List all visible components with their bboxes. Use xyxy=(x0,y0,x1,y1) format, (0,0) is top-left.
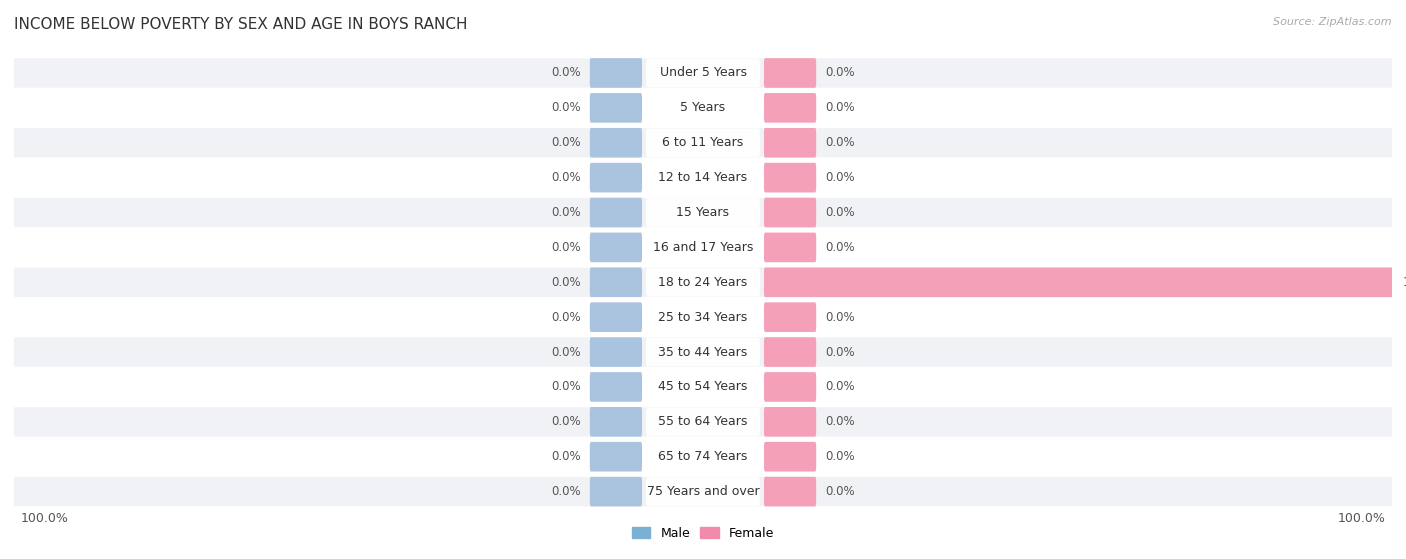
Text: 0.0%: 0.0% xyxy=(825,311,855,324)
Text: 0.0%: 0.0% xyxy=(551,136,581,149)
FancyBboxPatch shape xyxy=(589,93,643,122)
FancyBboxPatch shape xyxy=(647,338,759,366)
Text: 0.0%: 0.0% xyxy=(551,345,581,358)
Text: 16 and 17 Years: 16 and 17 Years xyxy=(652,241,754,254)
FancyBboxPatch shape xyxy=(647,268,759,297)
FancyBboxPatch shape xyxy=(763,163,817,192)
FancyBboxPatch shape xyxy=(763,198,817,228)
Text: 0.0%: 0.0% xyxy=(825,206,855,219)
FancyBboxPatch shape xyxy=(647,233,759,262)
FancyBboxPatch shape xyxy=(763,267,1393,297)
FancyBboxPatch shape xyxy=(647,59,759,87)
Text: 0.0%: 0.0% xyxy=(551,171,581,184)
Text: 100.0%: 100.0% xyxy=(1337,512,1385,525)
FancyBboxPatch shape xyxy=(14,58,1392,88)
Text: 0.0%: 0.0% xyxy=(825,381,855,394)
FancyBboxPatch shape xyxy=(763,58,817,88)
FancyBboxPatch shape xyxy=(763,128,817,158)
Text: 0.0%: 0.0% xyxy=(551,67,581,79)
FancyBboxPatch shape xyxy=(14,302,1392,332)
FancyBboxPatch shape xyxy=(647,198,759,227)
FancyBboxPatch shape xyxy=(589,58,643,88)
FancyBboxPatch shape xyxy=(14,442,1392,471)
FancyBboxPatch shape xyxy=(14,268,1392,297)
Text: 25 to 34 Years: 25 to 34 Years xyxy=(658,311,748,324)
FancyBboxPatch shape xyxy=(647,163,759,192)
FancyBboxPatch shape xyxy=(647,442,759,471)
FancyBboxPatch shape xyxy=(763,337,817,367)
FancyBboxPatch shape xyxy=(14,233,1392,262)
Text: 65 to 74 Years: 65 to 74 Years xyxy=(658,450,748,463)
Text: 0.0%: 0.0% xyxy=(551,241,581,254)
Legend: Male, Female: Male, Female xyxy=(627,522,779,545)
FancyBboxPatch shape xyxy=(589,302,643,332)
FancyBboxPatch shape xyxy=(647,303,759,331)
FancyBboxPatch shape xyxy=(763,93,817,122)
FancyBboxPatch shape xyxy=(14,163,1392,192)
Text: 0.0%: 0.0% xyxy=(825,101,855,115)
FancyBboxPatch shape xyxy=(647,93,759,122)
Text: 0.0%: 0.0% xyxy=(551,311,581,324)
Text: 75 Years and over: 75 Years and over xyxy=(647,485,759,498)
FancyBboxPatch shape xyxy=(589,372,643,402)
Text: 45 to 54 Years: 45 to 54 Years xyxy=(658,381,748,394)
Text: 0.0%: 0.0% xyxy=(825,485,855,498)
FancyBboxPatch shape xyxy=(589,128,643,158)
Text: 0.0%: 0.0% xyxy=(551,381,581,394)
Text: 0.0%: 0.0% xyxy=(825,450,855,463)
FancyBboxPatch shape xyxy=(589,163,643,192)
FancyBboxPatch shape xyxy=(14,93,1392,122)
Text: 0.0%: 0.0% xyxy=(551,485,581,498)
Text: 0.0%: 0.0% xyxy=(825,171,855,184)
Text: Under 5 Years: Under 5 Years xyxy=(659,67,747,79)
FancyBboxPatch shape xyxy=(763,477,817,506)
Text: 0.0%: 0.0% xyxy=(551,450,581,463)
FancyBboxPatch shape xyxy=(647,129,759,157)
FancyBboxPatch shape xyxy=(589,477,643,506)
Text: 55 to 64 Years: 55 to 64 Years xyxy=(658,415,748,428)
Text: 100.0%: 100.0% xyxy=(21,512,69,525)
FancyBboxPatch shape xyxy=(14,338,1392,367)
Text: 0.0%: 0.0% xyxy=(825,241,855,254)
FancyBboxPatch shape xyxy=(647,477,759,506)
Text: 0.0%: 0.0% xyxy=(551,415,581,428)
Text: 0.0%: 0.0% xyxy=(825,415,855,428)
Text: 0.0%: 0.0% xyxy=(551,206,581,219)
FancyBboxPatch shape xyxy=(763,372,817,402)
Text: 12 to 14 Years: 12 to 14 Years xyxy=(658,171,748,184)
FancyBboxPatch shape xyxy=(763,442,817,472)
FancyBboxPatch shape xyxy=(763,233,817,262)
FancyBboxPatch shape xyxy=(14,198,1392,227)
FancyBboxPatch shape xyxy=(589,198,643,228)
FancyBboxPatch shape xyxy=(763,407,817,437)
FancyBboxPatch shape xyxy=(14,372,1392,401)
Text: 35 to 44 Years: 35 to 44 Years xyxy=(658,345,748,358)
FancyBboxPatch shape xyxy=(763,302,817,332)
FancyBboxPatch shape xyxy=(647,373,759,401)
Text: 0.0%: 0.0% xyxy=(825,345,855,358)
FancyBboxPatch shape xyxy=(589,267,643,297)
Text: 18 to 24 Years: 18 to 24 Years xyxy=(658,276,748,289)
Text: Source: ZipAtlas.com: Source: ZipAtlas.com xyxy=(1274,17,1392,27)
FancyBboxPatch shape xyxy=(14,407,1392,437)
FancyBboxPatch shape xyxy=(589,407,643,437)
Text: INCOME BELOW POVERTY BY SEX AND AGE IN BOYS RANCH: INCOME BELOW POVERTY BY SEX AND AGE IN B… xyxy=(14,17,468,32)
Text: 0.0%: 0.0% xyxy=(825,67,855,79)
FancyBboxPatch shape xyxy=(589,442,643,472)
Text: 5 Years: 5 Years xyxy=(681,101,725,115)
Text: 6 to 11 Years: 6 to 11 Years xyxy=(662,136,744,149)
FancyBboxPatch shape xyxy=(589,233,643,262)
FancyBboxPatch shape xyxy=(589,337,643,367)
FancyBboxPatch shape xyxy=(14,477,1392,506)
Text: 15 Years: 15 Years xyxy=(676,206,730,219)
Text: 100.0%: 100.0% xyxy=(1402,276,1406,289)
Text: 0.0%: 0.0% xyxy=(825,136,855,149)
FancyBboxPatch shape xyxy=(647,408,759,436)
FancyBboxPatch shape xyxy=(14,128,1392,158)
Text: 0.0%: 0.0% xyxy=(551,101,581,115)
Text: 0.0%: 0.0% xyxy=(551,276,581,289)
